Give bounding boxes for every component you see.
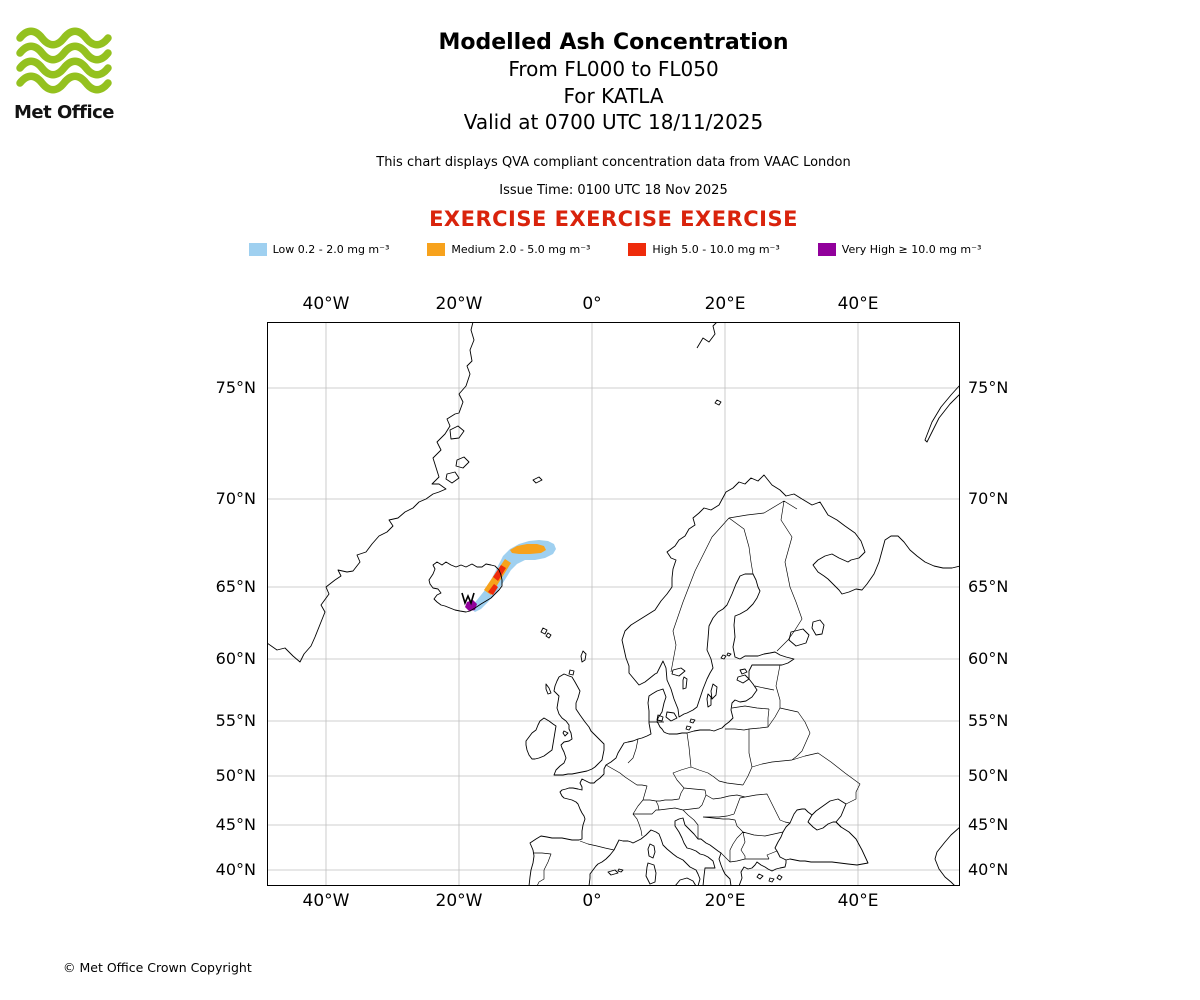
bear-island bbox=[714, 399, 722, 406]
low-swatch bbox=[248, 243, 267, 256]
lat-label-left-40n: 40°N bbox=[215, 860, 256, 879]
medium-swatch bbox=[427, 243, 446, 256]
lat-label-right-75n: 75°N bbox=[968, 378, 1009, 397]
map-frame bbox=[267, 322, 960, 886]
volcano-subtitle: For KATLA bbox=[563, 83, 664, 108]
met-office-logo: Met Office bbox=[14, 26, 124, 123]
crimea-azov-coastline bbox=[807, 798, 847, 831]
country-borders bbox=[533, 500, 861, 886]
kola-white-sea-coastline bbox=[801, 498, 960, 595]
lat-label-left-70n: 70°N bbox=[215, 489, 256, 508]
lon-label-top-20e: 20°E bbox=[704, 294, 746, 314]
met-office-wordmark: Met Office bbox=[14, 102, 115, 123]
legend-item-medium: Medium 2.0 - 5.0 mg m⁻³ bbox=[427, 243, 590, 256]
ash-plume-high bbox=[488, 565, 506, 595]
country-borders-path bbox=[533, 500, 861, 886]
adriatic-greece-coastline bbox=[674, 817, 732, 886]
lon-label-bottom-20w: 20°W bbox=[435, 891, 483, 911]
qva-note: This chart displays QVA compliant concen… bbox=[376, 154, 851, 170]
copyright-notice: © Met Office Crown Copyright bbox=[63, 960, 252, 975]
mediterranean-west-coastline bbox=[588, 829, 701, 886]
issue-time: Issue Time: 0100 UTC 18 Nov 2025 bbox=[499, 182, 728, 198]
mainland-europe-coastline bbox=[528, 474, 803, 886]
danish-baltic-islands bbox=[656, 652, 750, 731]
ireland-coastline bbox=[525, 717, 557, 760]
legend-item-very-high: Very High ≥ 10.0 mg m⁻³ bbox=[817, 243, 982, 256]
chart-header: Modelled Ash Concentration From FL000 to… bbox=[267, 0, 960, 231]
graticule-grid bbox=[267, 322, 960, 886]
met-office-logo-waves bbox=[16, 27, 112, 94]
blacksea-west-coastline bbox=[774, 808, 813, 861]
lon-label-top-20w: 20°W bbox=[435, 294, 483, 314]
europe-map bbox=[267, 322, 960, 886]
svalbard-fragment bbox=[696, 322, 718, 349]
lon-label-top-40w: 40°W bbox=[302, 294, 350, 314]
lat-label-right-40n: 40°N bbox=[968, 860, 1009, 879]
greenland-coastline bbox=[267, 322, 475, 663]
very-high-swatch bbox=[817, 243, 836, 256]
lon-label-bottom-40w: 40°W bbox=[302, 891, 350, 911]
flight-level-subtitle: From FL000 to FL050 bbox=[508, 57, 719, 82]
lon-label-top-0: 0° bbox=[582, 294, 602, 314]
exercise-banner: EXERCISE EXERCISE EXERCISE bbox=[429, 206, 798, 231]
jan-mayen-island bbox=[532, 476, 543, 484]
lat-label-right-65n: 65°N bbox=[968, 577, 1009, 596]
faroe-islands bbox=[540, 627, 552, 639]
high-label: High 5.0 - 10.0 mg m⁻³ bbox=[652, 243, 780, 256]
great-britain-coastline bbox=[553, 673, 605, 776]
greenland-islands bbox=[445, 425, 470, 484]
lon-label-bottom-40e: 40°E bbox=[837, 891, 879, 911]
lat-label-right-70n: 70°N bbox=[968, 489, 1009, 508]
lat-label-right-55n: 55°N bbox=[968, 711, 1009, 730]
lon-label-bottom-0: 0° bbox=[582, 891, 602, 911]
caspian-corner-coastline bbox=[934, 826, 960, 886]
lat-label-left-65n: 65°N bbox=[215, 577, 256, 596]
legend-item-low: Low 0.2 - 2.0 mg m⁻³ bbox=[248, 243, 390, 256]
lat-label-right-60n: 60°N bbox=[968, 649, 1009, 668]
lon-label-top-40e: 40°E bbox=[837, 294, 879, 314]
lat-label-right-50n: 50°N bbox=[968, 766, 1009, 785]
scandinavian-lakes bbox=[671, 619, 825, 690]
page-title: Modelled Ash Concentration bbox=[438, 30, 789, 55]
legend-item-high: High 5.0 - 10.0 mg m⁻³ bbox=[628, 243, 780, 256]
corsica-sardinia bbox=[645, 843, 657, 885]
lon-label-bottom-20e: 20°E bbox=[704, 891, 746, 911]
lat-label-left-60n: 60°N bbox=[215, 649, 256, 668]
ash-plume bbox=[465, 540, 556, 612]
logo-wave-group bbox=[16, 27, 112, 94]
lat-label-left-45n: 45°N bbox=[215, 815, 256, 834]
coastlines bbox=[267, 322, 960, 886]
iceland-coastline bbox=[428, 561, 503, 613]
lat-label-left-75n: 75°N bbox=[215, 378, 256, 397]
lat-label-right-45n: 45°N bbox=[968, 815, 1009, 834]
high-swatch bbox=[628, 243, 647, 256]
very-high-label: Very High ≥ 10.0 mg m⁻³ bbox=[841, 243, 982, 256]
aegean-islands bbox=[756, 873, 783, 883]
novaya-zemlya-coastline bbox=[924, 384, 960, 443]
shetland-orkney-hebrides bbox=[545, 650, 587, 737]
valid-time-subtitle: Valid at 0700 UTC 18/11/2025 bbox=[463, 110, 764, 135]
sicily-fragment bbox=[674, 877, 697, 886]
lat-label-left-50n: 50°N bbox=[215, 766, 256, 785]
low-label: Low 0.2 - 2.0 mg m⁻³ bbox=[272, 243, 390, 256]
lat-label-left-55n: 55°N bbox=[215, 711, 256, 730]
balearic-islands bbox=[607, 868, 624, 876]
concentration-legend: Low 0.2 - 2.0 mg m⁻³ Medium 2.0 - 5.0 mg… bbox=[30, 243, 1200, 256]
volcano-marker-katla bbox=[461, 592, 475, 606]
medium-label: Medium 2.0 - 5.0 mg m⁻³ bbox=[451, 243, 591, 256]
aegean-blacksea-coastline bbox=[738, 821, 869, 886]
